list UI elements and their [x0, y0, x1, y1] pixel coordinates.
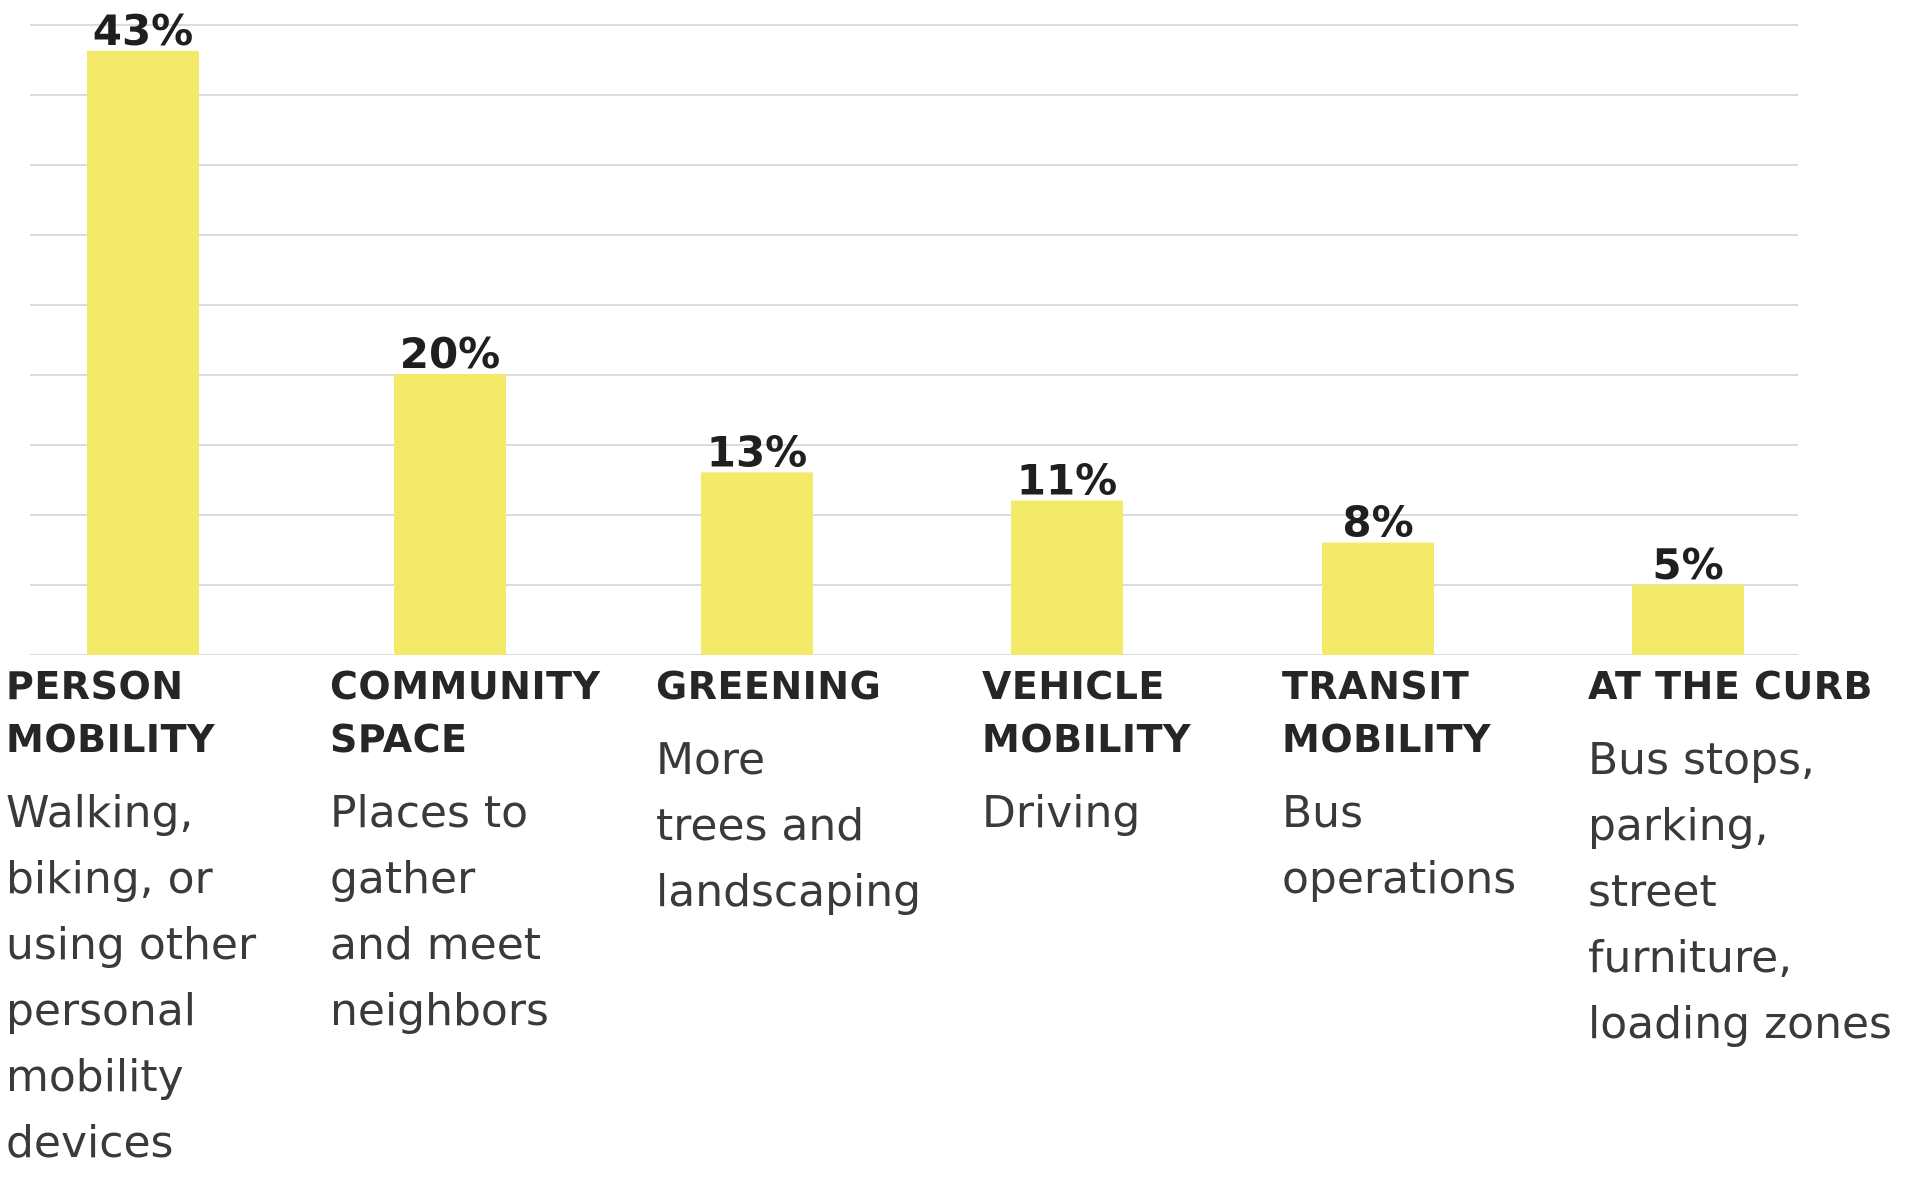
category-label: COMMUNITY SPACE: [330, 664, 601, 761]
value-label: 5%: [1652, 540, 1723, 589]
bar: [87, 50, 199, 655]
value-label: 8%: [1342, 498, 1413, 547]
category-description: Bus operations: [1282, 787, 1517, 904]
category-community-space: COMMUNITY SPACE Places to gather and mee…: [330, 660, 630, 1044]
value-label: 11%: [1017, 455, 1118, 504]
bar-chart: 43% 20% 13% 11% 8% 5%: [30, 6, 1798, 655]
value-label: 13%: [707, 427, 808, 476]
bar: [1011, 500, 1123, 655]
gridlines: [30, 24, 1798, 655]
bar: [701, 472, 813, 655]
category-person-mobility: PERSON MOBILITY Walking, biking, or usin…: [6, 660, 306, 1176]
category-description: Places to gather and meet neighbors: [330, 787, 549, 1036]
bar: [1322, 542, 1434, 655]
value-label: 43%: [93, 6, 194, 55]
category-greening: GREENING More trees and landscaping: [656, 660, 966, 925]
value-labels: 43% 20% 13% 11% 8% 5%: [93, 6, 1724, 589]
category-description: Walking, biking, or using other personal…: [6, 787, 257, 1168]
category-description: More trees and landscaping: [656, 734, 922, 917]
category-vehicle-mobility: VEHICLE MOBILITY Driving: [982, 660, 1262, 846]
category-description: Bus stops, parking, street furniture, lo…: [1588, 734, 1892, 1049]
category-label: VEHICLE MOBILITY: [982, 664, 1192, 761]
category-label: AT THE CURB: [1588, 664, 1873, 708]
bars: [87, 50, 1744, 655]
bar: [394, 374, 506, 655]
value-label: 20%: [400, 329, 501, 378]
category-label: PERSON MOBILITY: [6, 664, 216, 761]
category-label: GREENING: [656, 664, 882, 708]
category-description: Driving: [982, 787, 1141, 838]
category-at-the-curb: AT THE CURB Bus stops, parking, street f…: [1588, 660, 1918, 1057]
category-label: TRANSIT MOBILITY: [1282, 664, 1492, 761]
bar: [1632, 584, 1744, 655]
category-transit-mobility: TRANSIT MOBILITY Bus operations: [1282, 660, 1582, 912]
